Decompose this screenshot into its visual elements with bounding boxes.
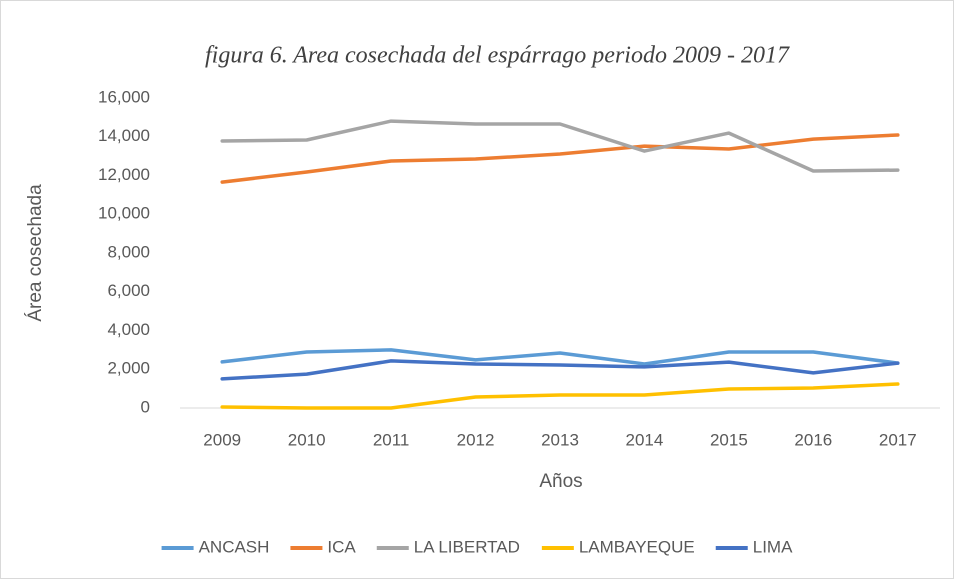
series-line [220,382,900,410]
y-tick-label: 8,000 [107,242,150,261]
y-tick-label: 10,000 [98,204,150,223]
legend-label: LIMA [753,537,793,556]
legend-label: LA LIBERTAD [414,537,520,556]
y-axis-title: Área cosechada [25,184,46,322]
legend-label: ICA [327,537,356,556]
series-line [220,119,900,173]
series-line [220,348,900,366]
series-line [220,133,900,184]
y-tick-label: 14,000 [98,126,150,145]
legend-label: ANCASH [199,537,270,556]
x-axis-title: Años [539,471,582,492]
chart-title: figura 6. Area cosechada del espárrago p… [205,43,790,69]
x-tick-label: 2015 [710,430,748,449]
y-tick-label: 6,000 [107,281,150,300]
x-tick-label: 2009 [203,430,241,449]
x-tick-label: 2014 [626,430,664,449]
x-tick-label: 2017 [879,430,917,449]
legend-label: LAMBAYEQUE [579,537,695,556]
y-tick-label: 16,000 [98,87,150,106]
x-tick-label: 2011 [373,430,410,449]
y-tick-label: 2,000 [107,359,150,378]
x-tick-label: 2016 [794,430,832,449]
y-tick-label: 0 [141,397,150,416]
x-tick-label: 2013 [541,430,579,449]
series-line [220,359,900,381]
y-tick-label: 12,000 [98,165,150,184]
x-tick-label: 2012 [457,430,495,449]
y-tick-label: 4,000 [107,320,150,339]
x-tick-label: 2010 [288,430,326,449]
